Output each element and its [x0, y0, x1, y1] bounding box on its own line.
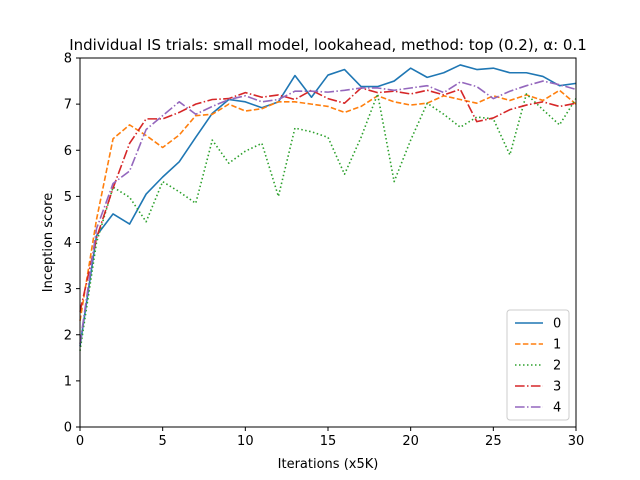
legend: 0 1 2 3 4	[506, 309, 570, 421]
x-tick-label: 15	[320, 434, 337, 449]
x-tick-label: 5	[159, 434, 167, 449]
x-tick-label: 30	[568, 434, 585, 449]
y-tick-label: 3	[64, 282, 72, 297]
y-axis-title: Inception score	[41, 193, 56, 292]
x-axis-title: Iterations (x5K)	[278, 457, 379, 472]
legend-label-4: 4	[553, 401, 561, 416]
y-tick-label: 4	[64, 236, 72, 251]
series-line-1	[79, 89, 577, 322]
series-line-0	[79, 64, 577, 347]
series-line-3	[79, 87, 577, 312]
x-tick-label: 20	[402, 434, 419, 449]
plot-area	[80, 58, 576, 427]
y-tick-label: 7	[64, 98, 72, 113]
series-line-4	[79, 80, 577, 345]
y-tick-label: 5	[64, 190, 72, 205]
x-tick-label: 25	[485, 434, 502, 449]
legend-label-0: 0	[553, 317, 561, 332]
y-tick-label: 1	[64, 374, 72, 389]
legend-label-1: 1	[553, 338, 561, 353]
y-tick-label: 0	[64, 421, 72, 436]
y-tick-label: 8	[64, 52, 72, 67]
series-layer	[79, 64, 577, 352]
y-tick-label: 6	[64, 144, 72, 159]
x-tick-label: 10	[237, 434, 254, 449]
legend-label-3: 3	[553, 380, 561, 395]
x-tick-label: 0	[76, 434, 84, 449]
legend-label-2: 2	[553, 359, 561, 374]
chart-title: Individual IS trials: small model, looka…	[69, 36, 587, 54]
y-tick-label: 2	[64, 328, 72, 343]
legend-box	[506, 309, 570, 421]
